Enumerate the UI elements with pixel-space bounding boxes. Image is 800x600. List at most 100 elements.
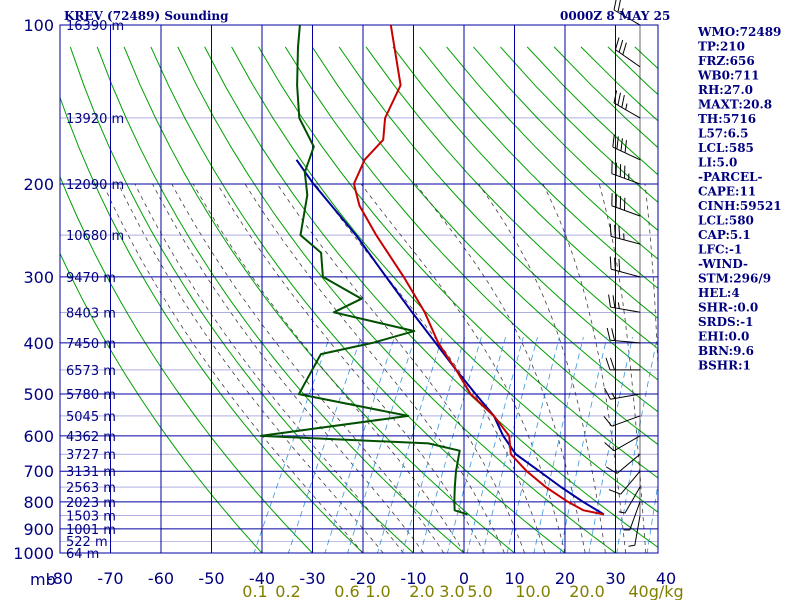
wind-barb-staff	[610, 235, 641, 245]
temperature-profile	[352, 25, 605, 516]
wind-barb-staff	[610, 393, 641, 400]
wind-barb	[609, 223, 641, 245]
index-item: EHI:0.0	[698, 330, 749, 344]
wind-barb	[605, 357, 640, 371]
mixing-ratio-line	[347, 336, 416, 553]
wind-barb-staff	[615, 49, 641, 68]
index-item: LI:5.0	[698, 156, 737, 170]
dry-adiabat-line	[60, 95, 364, 553]
wind-barb-staff	[612, 146, 641, 161]
wind-barb-flag	[613, 90, 618, 104]
height-label: 12090 m	[66, 178, 124, 193]
pressure-tick-label: 1000	[13, 544, 54, 563]
wind-barb	[603, 415, 641, 427]
moist-adiabat-line	[315, 183, 546, 553]
wind-barb-flag	[605, 466, 618, 474]
dry-adiabat-line	[365, 46, 658, 350]
wind-barb	[611, 161, 641, 185]
mixing-ratio-line	[287, 336, 362, 553]
wind-barb	[608, 470, 641, 495]
temperature-tick-label: 10	[504, 569, 524, 588]
wind-barb-half-flag	[621, 8, 624, 15]
index-item: WB0:711	[697, 69, 759, 83]
wind-barb-flag	[614, 224, 616, 238]
height-label: 13920 m	[66, 112, 124, 127]
wind-barb-staff	[610, 339, 641, 344]
height-label: 1001 m	[66, 523, 116, 538]
wind-barb-flag	[618, 226, 621, 239]
height-label: 522 m	[66, 535, 108, 550]
height-label: 10680 m	[66, 229, 124, 244]
index-item: WMO:72489	[697, 25, 781, 39]
mixing-ratio-label: 20.0	[569, 582, 605, 600]
index-item: FRZ:656	[698, 54, 755, 68]
index-item: HEL:4	[698, 286, 740, 300]
parcel-path	[295, 159, 605, 516]
height-label: 2563 m	[66, 481, 116, 496]
height-label: 5045 m	[66, 410, 116, 425]
wind-barb	[614, 37, 641, 68]
dry-adiabat-line	[258, 46, 658, 479]
wind-barb	[609, 256, 641, 278]
index-item: CINH:59521	[698, 199, 782, 213]
height-label: 9470 m	[66, 271, 116, 286]
dry-adiabat-line	[446, 46, 658, 260]
height-label: 8403 m	[66, 306, 116, 321]
index-item: STM:296/9	[698, 272, 771, 286]
mixing-ratio-line	[646, 481, 658, 553]
temperature-tick-label: -40	[249, 569, 275, 588]
moist-adiabat-line	[216, 183, 485, 553]
wind-barb-flag	[609, 223, 612, 237]
pressure-tick-label: 600	[23, 427, 54, 446]
mixing-ratio-label: 2.0	[409, 582, 434, 600]
height-label: 4362 m	[66, 430, 116, 445]
wind-barb-flag	[612, 134, 615, 148]
height-label: 1503 m	[66, 510, 116, 525]
index-item: SRDS:-1	[698, 315, 753, 329]
mixing-ratio-label: 1.0	[365, 582, 390, 600]
moist-adiabat-line	[152, 183, 424, 553]
wind-barb-staff	[611, 173, 641, 185]
wind-barb-flag	[604, 442, 615, 452]
pressure-tick-label: 700	[23, 462, 54, 481]
temperature-tick-label: 20	[555, 569, 575, 588]
wind-barb-flag	[608, 489, 621, 495]
pressure-tick-label: 300	[23, 268, 54, 287]
pressure-tick-label: 100	[23, 16, 54, 35]
index-item: LCL:585	[698, 141, 754, 155]
wind-barb-flag	[605, 357, 611, 371]
temperature-tick-label: -30	[299, 569, 325, 588]
index-item: CAPE:11	[698, 185, 756, 199]
wind-barb	[605, 453, 641, 474]
index-item: TH:5716	[698, 112, 756, 126]
wind-barb-flag	[616, 136, 619, 150]
index-item: LFC:-1	[698, 243, 742, 257]
dry-adiabat-line	[231, 46, 658, 513]
index-item: BSHR:1	[698, 359, 751, 373]
index-item: SHR-:0.0	[698, 301, 758, 315]
index-panel: WMO:72489TP:210FRZ:656WB0:711RH:27.0MAXT…	[697, 25, 782, 373]
mixing-ratio-label: 3.0	[439, 582, 464, 600]
wind-barb-flag	[603, 387, 611, 400]
wind-barb-flag	[609, 256, 612, 270]
temperature-tick-label: -80	[47, 569, 73, 588]
wind-barb-staff	[616, 453, 641, 474]
dry-adiabat-line	[69, 46, 415, 553]
index-item: -PARCEL-	[698, 170, 763, 184]
wind-barb	[613, 90, 641, 119]
index-item: CAP:5.1	[698, 228, 751, 242]
wind-barb-half-flag	[617, 302, 620, 309]
dry-adiabat-line	[311, 46, 658, 413]
index-item: -WIND-	[698, 257, 748, 271]
wind-barb	[613, 0, 641, 26]
index-item: MAXT:20.8	[698, 98, 772, 112]
chart-time: 0000Z 8 MAY 25	[560, 9, 670, 23]
mixing-ratio-label: 10.0	[515, 582, 551, 600]
mixing-ratio-label: 5.0	[467, 582, 492, 600]
wind-barb-half-flag	[611, 392, 616, 399]
wind-barb-flag	[618, 39, 624, 53]
wind-barb-flag	[606, 327, 611, 341]
profiles	[259, 25, 605, 516]
